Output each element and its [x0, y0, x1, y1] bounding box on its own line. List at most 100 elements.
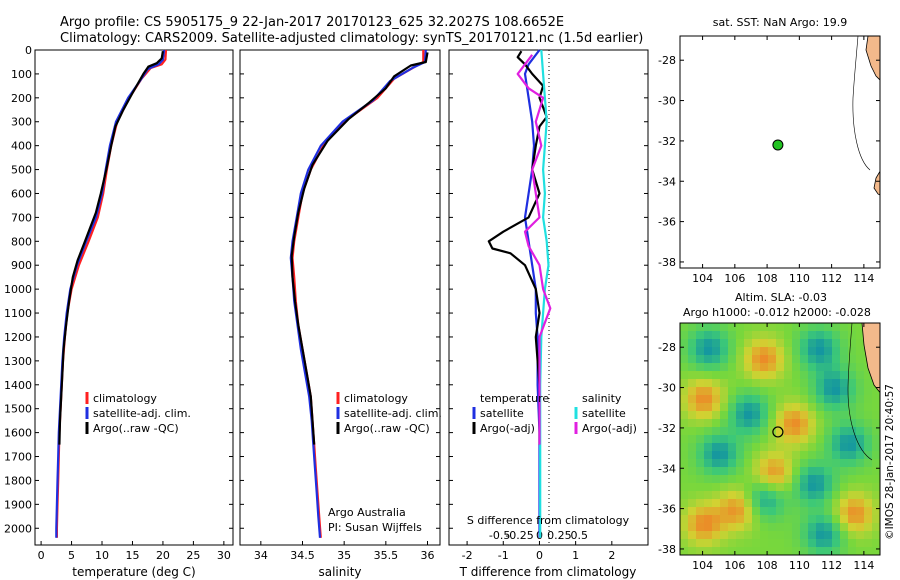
sla-cell [696, 387, 704, 395]
sla-cell [712, 363, 720, 371]
sla-cell [816, 531, 824, 539]
legend-satellite: satellite-adj. clim. [93, 407, 191, 420]
sla-cell [824, 507, 832, 515]
sla-cell [680, 467, 688, 475]
sla-cell [856, 435, 864, 443]
sla-cell [864, 395, 872, 403]
sla-cell [704, 547, 712, 555]
sla-cell [800, 411, 808, 419]
sla-cell [784, 451, 792, 459]
sla-cell [872, 491, 880, 499]
sla-cell [872, 387, 880, 395]
sla-cell [704, 331, 712, 339]
sla-cell [752, 459, 760, 467]
sla-cell [832, 539, 840, 547]
sla-cell [784, 419, 792, 427]
s-difference-xlabel: S difference from climatology [467, 514, 630, 527]
sla-cell [784, 347, 792, 355]
sla-cell [872, 435, 880, 443]
sla-cell [872, 451, 880, 459]
sla-cell [696, 347, 704, 355]
sla-cell [832, 395, 840, 403]
sla-cell [744, 363, 752, 371]
depth-tick-label: 1500 [4, 403, 32, 416]
sla-cell [832, 427, 840, 435]
sla-cell [824, 467, 832, 475]
sla-cell [760, 523, 768, 531]
sla-cell [744, 547, 752, 555]
sla-cell [776, 387, 784, 395]
sla-cell [768, 467, 776, 475]
sla-cell [856, 427, 864, 435]
sla-cell [832, 531, 840, 539]
sla-cell [720, 427, 728, 435]
lat-tick-label: -32 [658, 135, 676, 148]
sla-cell [784, 379, 792, 387]
sla-cell [768, 339, 776, 347]
sla-cell [752, 347, 760, 355]
sla-cell [752, 355, 760, 363]
sla-cell [696, 411, 704, 419]
sla-cell [816, 451, 824, 459]
sla-cell [776, 395, 784, 403]
sla-cell [736, 499, 744, 507]
sst-map-lat-axis: -28 -30 -32 -34 -36 -38 [658, 54, 880, 269]
salinity-panel: 34 34.5 35 35.5 36 salinity climatology sate… [239, 49, 442, 579]
sla-cell [840, 355, 848, 363]
sla-cell [832, 411, 840, 419]
sla-cell [824, 379, 832, 387]
sla-cell [728, 507, 736, 515]
sla-cell [784, 539, 792, 547]
sla-cell [856, 547, 864, 555]
legend-t-argo: Argo(-adj) [480, 422, 535, 435]
x-tick-label: 35 [337, 549, 351, 562]
sla-cell [848, 443, 856, 451]
sla-cell [688, 331, 696, 339]
sla-cell [824, 451, 832, 459]
depth-tick-label: 1900 [4, 498, 32, 511]
sla-cell [872, 467, 880, 475]
sla-cell [848, 475, 856, 483]
sla-cell [768, 507, 776, 515]
sla-cell [736, 507, 744, 515]
sla-cell [848, 355, 856, 363]
sla-cell [736, 523, 744, 531]
sla-cell [824, 515, 832, 523]
sla-cell [736, 387, 744, 395]
sla-cell [776, 411, 784, 419]
sla-cell [752, 387, 760, 395]
sla-cell [728, 387, 736, 395]
sla-cell [736, 547, 744, 555]
sla-cell [696, 403, 704, 411]
sla-cell [760, 347, 768, 355]
sla-cell [832, 371, 840, 379]
difference-legend: temperature salinity satellite Argo(-adj… [472, 392, 637, 435]
sla-cell [816, 459, 824, 467]
sla-cell [752, 523, 760, 531]
sla-heatmap [680, 323, 880, 555]
sla-cell [872, 443, 880, 451]
sla-cell [776, 371, 784, 379]
sla-cell [824, 395, 832, 403]
sla-cell [832, 419, 840, 427]
sla-cell [808, 547, 816, 555]
sla-cell [784, 355, 792, 363]
sla-cell [776, 475, 784, 483]
sla-cell [728, 491, 736, 499]
sla-cell [840, 363, 848, 371]
sla-cell [784, 387, 792, 395]
sla-cell [872, 419, 880, 427]
sla-cell [696, 483, 704, 491]
sla-cell [808, 411, 816, 419]
sla-cell [856, 395, 864, 403]
sla-cell [680, 323, 688, 331]
sla-cell [784, 339, 792, 347]
sla-cell [808, 323, 816, 331]
legend-salinity-title: salinity [582, 392, 622, 405]
sla-cell [816, 523, 824, 531]
sla-cell [856, 523, 864, 531]
sla-cell [752, 515, 760, 523]
sla-cell [728, 355, 736, 363]
sla-cell [752, 499, 760, 507]
sla-cell [744, 499, 752, 507]
